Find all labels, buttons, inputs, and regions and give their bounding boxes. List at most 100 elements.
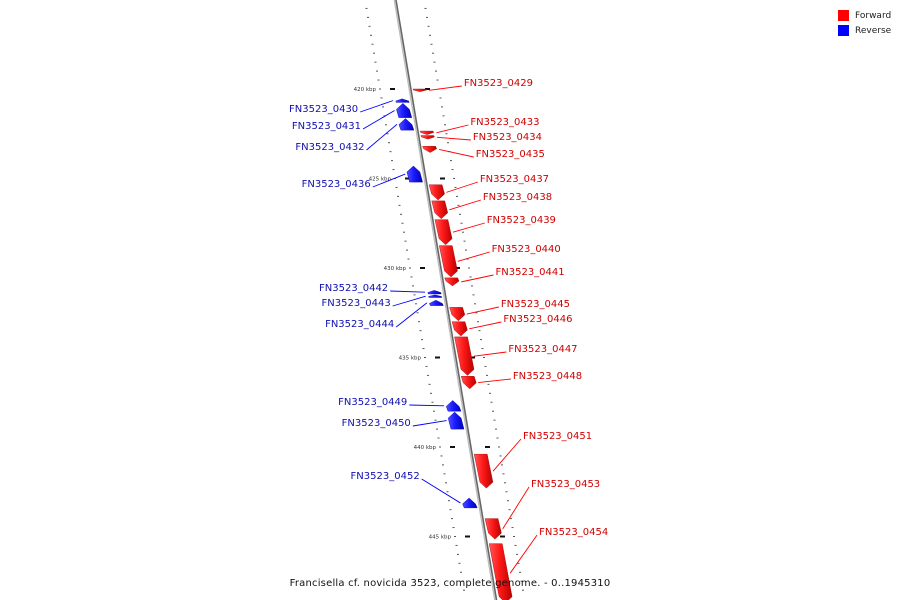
reverse-gene-arrow[interactable]	[406, 165, 423, 183]
minor-tick	[432, 52, 434, 54]
gene-fn3523_0439[interactable]	[434, 219, 453, 246]
gene-fn3523_0431[interactable]	[396, 103, 413, 118]
minor-tick	[469, 276, 472, 278]
gene-label[interactable]: FN3523_0437	[480, 174, 549, 185]
minor-tick	[507, 500, 509, 502]
gene-fn3523_0448[interactable]	[460, 376, 477, 390]
major-tick	[425, 88, 430, 90]
minor-tick	[462, 231, 464, 233]
gene-label[interactable]: FN3523_0433	[470, 117, 539, 128]
gene-label[interactable]: FN3523_0447	[508, 344, 577, 355]
gene-label[interactable]: FN3523_0430	[289, 104, 358, 115]
forward-gene-arrow[interactable]	[439, 245, 458, 278]
gene-fn3523_0450[interactable]	[447, 411, 465, 430]
gene-label[interactable]: FN3523_0443	[322, 298, 391, 309]
reverse-gene-arrow[interactable]	[429, 299, 444, 306]
gene-label[interactable]: FN3523_0435	[476, 149, 545, 160]
gene-fn3523_0444[interactable]	[429, 299, 444, 306]
forward-gene-arrow[interactable]	[484, 518, 502, 540]
gene-fn3523_0443[interactable]	[428, 294, 443, 298]
forward-gene-arrow[interactable]	[451, 321, 468, 337]
gene-fn3523_0430[interactable]	[395, 98, 410, 103]
minor-tick	[376, 70, 378, 72]
minor-tick	[422, 348, 425, 350]
gene-fn3523_0437[interactable]	[428, 184, 445, 201]
gene-fn3523_0441[interactable]	[444, 277, 460, 287]
gene-fn3523_0440[interactable]	[439, 245, 458, 278]
gene-label[interactable]: FN3523_0438	[483, 192, 552, 203]
reverse-gene-arrow[interactable]	[428, 294, 443, 298]
gene-label[interactable]: FN3523_0454	[539, 527, 608, 538]
reverse-gene-arrow[interactable]	[462, 497, 478, 509]
gene-fn3523_0436[interactable]	[406, 165, 423, 183]
gene-label[interactable]: FN3523_0440	[492, 244, 561, 255]
gene-fn3523_0454[interactable]	[488, 543, 513, 600]
gene-fn3523_0449[interactable]	[445, 400, 462, 412]
forward-gene-arrow[interactable]	[454, 336, 475, 376]
gene-fn3523_0442[interactable]	[427, 290, 442, 295]
gene-fn3523_0433[interactable]	[419, 130, 434, 135]
minor-tick	[424, 7, 427, 9]
reverse-gene-arrow[interactable]	[447, 411, 465, 430]
gene-label[interactable]: FN3523_0451	[523, 431, 592, 442]
gene-label[interactable]: FN3523_0445	[501, 299, 570, 310]
reverse-gene-arrow[interactable]	[445, 400, 462, 412]
minor-tick	[434, 419, 437, 421]
gene-label[interactable]: FN3523_0436	[302, 179, 371, 190]
gene-fn3523_0446[interactable]	[451, 321, 468, 337]
gene-fn3523_0453[interactable]	[484, 518, 502, 540]
gene-label[interactable]: FN3523_0431	[292, 121, 361, 132]
major-tick	[420, 267, 425, 269]
gene-fn3523_0451[interactable]	[473, 453, 494, 489]
forward-gene-arrow[interactable]	[460, 376, 477, 390]
gene-label[interactable]: FN3523_0444	[325, 319, 394, 330]
reverse-gene-arrow[interactable]	[395, 98, 410, 103]
gene-fn3523_0432[interactable]	[398, 118, 415, 131]
minor-tick	[495, 428, 497, 430]
forward-gene-arrow[interactable]	[431, 200, 448, 220]
minor-tick	[365, 7, 368, 9]
gene-fn3523_0429[interactable]	[412, 88, 427, 92]
forward-gene-arrow[interactable]	[428, 184, 445, 201]
major-tick-marks: 420 kbp 425 kbp 430 kbp 435 kbp 440 kbp 445 k…	[354, 87, 505, 541]
gene-label[interactable]: FN3523_0429	[464, 78, 533, 89]
gene-label[interactable]: FN3523_0453	[531, 479, 600, 490]
gene-label[interactable]: FN3523_0441	[496, 267, 565, 278]
reverse-gene-arrow[interactable]	[396, 103, 413, 118]
minor-tick	[404, 240, 407, 242]
gene-label[interactable]: FN3523_0442	[319, 283, 388, 294]
minor-tick	[435, 70, 437, 72]
forward-gene-arrow[interactable]	[488, 543, 513, 600]
gene-label[interactable]: FN3523_0446	[503, 314, 572, 325]
gene-label[interactable]: FN3523_0450	[342, 418, 411, 429]
forward-gene-arrow[interactable]	[412, 88, 427, 92]
minor-tick	[382, 106, 384, 108]
gene-fn3523_0438[interactable]	[431, 200, 448, 220]
reverse-gene-arrow[interactable]	[427, 290, 442, 295]
gene-label[interactable]: FN3523_0449	[338, 397, 407, 408]
gene-fn3523_0447[interactable]	[454, 336, 475, 376]
forward-gene-arrow[interactable]	[419, 130, 434, 135]
forward-gene-arrow[interactable]	[420, 135, 435, 140]
forward-gene-arrow[interactable]	[444, 277, 460, 287]
minor-tick	[461, 580, 464, 582]
gene-label[interactable]: FN3523_0452	[351, 471, 420, 482]
gene-label[interactable]: FN3523_0439	[487, 215, 556, 226]
forward-gene-arrow[interactable]	[473, 453, 494, 489]
minor-tick	[392, 169, 395, 171]
minor-tick	[451, 169, 454, 171]
forward-gene-arrow[interactable]	[434, 219, 453, 246]
gene-label[interactable]: FN3523_0434	[473, 132, 542, 143]
forward-gene-arrow[interactable]	[422, 146, 437, 153]
minor-tick	[401, 222, 404, 224]
reverse-gene-arrow[interactable]	[398, 118, 415, 131]
gene-fn3523_0445[interactable]	[449, 307, 466, 322]
minor-tick	[425, 365, 428, 367]
gene-fn3523_0435[interactable]	[422, 146, 437, 153]
gene-fn3523_0434[interactable]	[420, 135, 435, 140]
forward-gene-arrow[interactable]	[449, 307, 466, 322]
gene-label[interactable]: FN3523_0432	[295, 142, 364, 153]
gene-fn3523_0452[interactable]	[462, 497, 478, 509]
gene-label[interactable]: FN3523_0448	[513, 371, 582, 382]
